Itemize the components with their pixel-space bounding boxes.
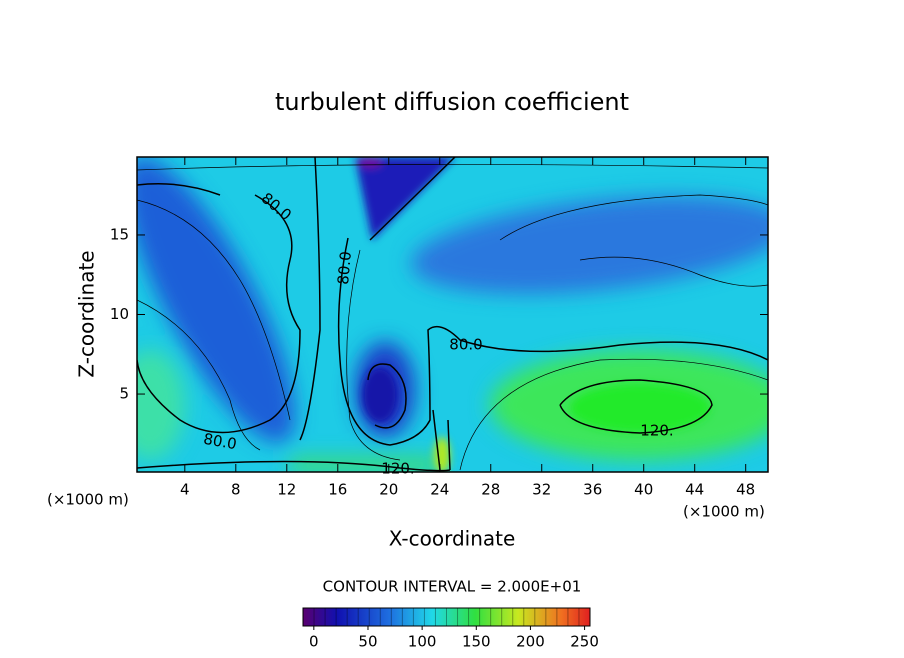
contour-label: 80.0 xyxy=(334,251,355,286)
x-tick-label: 28 xyxy=(481,481,500,499)
contour-label: 80.0 xyxy=(449,336,482,354)
colorbar-tick-label: 250 xyxy=(570,633,599,651)
x-tick-label: 16 xyxy=(328,481,347,499)
x-tick-label: 32 xyxy=(532,481,551,499)
x-tick-label: 40 xyxy=(634,481,653,499)
x-unit: (×1000 m) xyxy=(47,491,129,509)
y-tick-label: 5 xyxy=(119,385,129,403)
x-tick-label: 44 xyxy=(685,481,704,499)
contour-label: 120. xyxy=(640,422,673,440)
colorbar-tick-label: 200 xyxy=(516,633,545,651)
colorbar-tick-label: 100 xyxy=(408,633,437,651)
chart-title: turbulent diffusion coefficient xyxy=(275,88,629,116)
x-tick-label: 12 xyxy=(277,481,296,499)
x-tick-label: 4 xyxy=(180,481,190,499)
x-unit: (×1000 m) xyxy=(683,503,765,521)
x-tick-label: 24 xyxy=(430,481,449,499)
y-tick-label: 15 xyxy=(110,225,129,243)
x-tick-label: 20 xyxy=(379,481,398,499)
colorbar-tick-label: 50 xyxy=(358,633,377,651)
colorbar-tick-label: 0 xyxy=(309,633,319,651)
contour-interval: CONTOUR INTERVAL = 2.000E+01 xyxy=(323,578,582,596)
x-tick-label: 48 xyxy=(736,481,755,499)
contour-field xyxy=(137,157,768,472)
y-tick-label: 10 xyxy=(110,305,129,323)
contour-label: 120. xyxy=(381,460,414,478)
x-axis-label: X-coordinate xyxy=(389,527,516,551)
contour-label: 80.0 xyxy=(202,430,238,454)
y-axis-label: Z-coordinate xyxy=(75,250,99,377)
x-tick-label: 36 xyxy=(583,481,602,499)
colorbar-tick-label: 150 xyxy=(462,633,491,651)
colorbar xyxy=(302,607,591,627)
x-tick-label: 8 xyxy=(231,481,241,499)
